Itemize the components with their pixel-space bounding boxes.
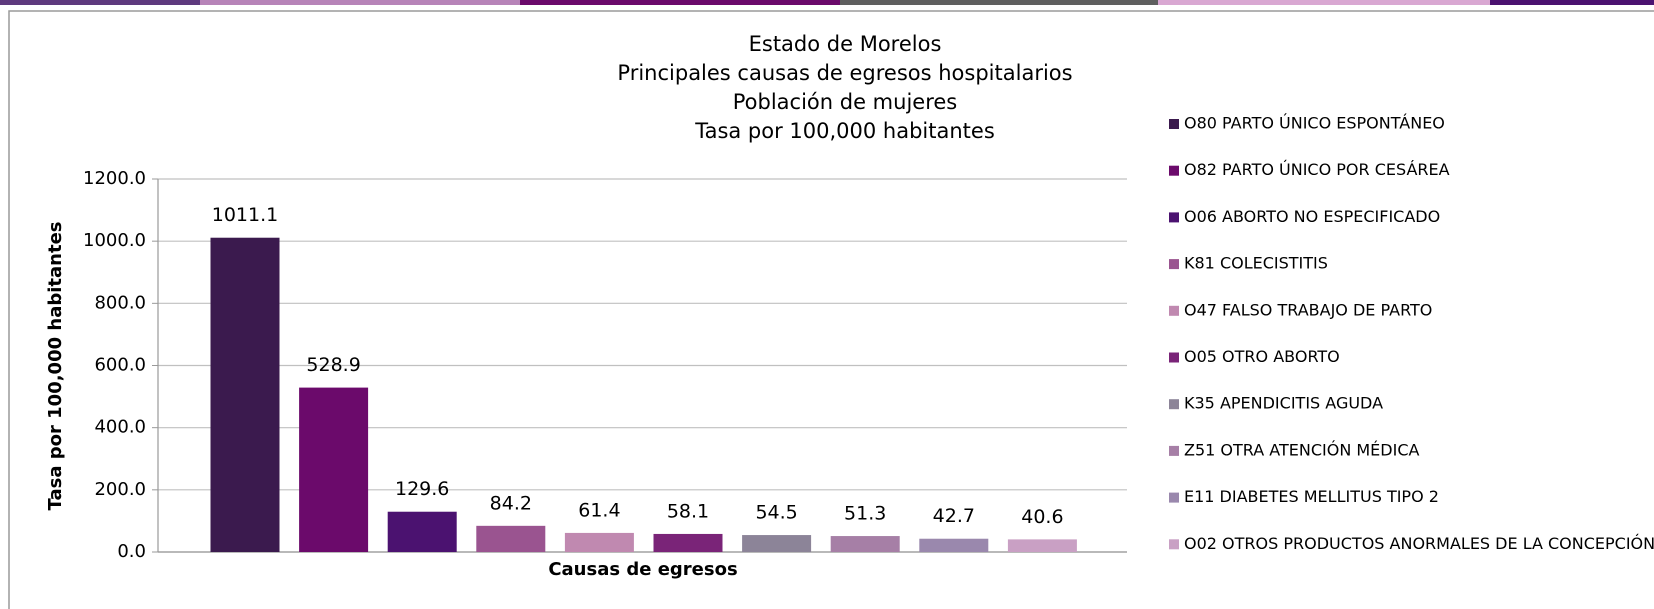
legend-label: O02 OTROS PRODUCTOS ANORMALES DE LA CONC… (1184, 534, 1654, 553)
y-tick-label: 1000.0 (83, 230, 146, 251)
bar (742, 535, 812, 552)
data-label: 129.6 (395, 478, 449, 500)
data-label: 84.2 (490, 492, 532, 514)
legend-swatch (1169, 352, 1179, 363)
legend-label: O80 PARTO ÚNICO ESPONTÁNEO (1184, 114, 1445, 133)
data-label: 54.5 (755, 502, 797, 524)
y-tick-label: 1200.0 (83, 168, 146, 189)
data-label: 1011.1 (212, 204, 278, 226)
legend-swatch (1169, 539, 1179, 550)
bar (299, 387, 369, 552)
bar (387, 511, 457, 552)
bar (919, 538, 989, 552)
y-tick-label: 600.0 (94, 355, 146, 376)
legend-label: O47 FALSO TRABAJO DE PARTO (1184, 300, 1432, 319)
data-label: 61.4 (578, 499, 620, 521)
legend-swatch (1169, 212, 1179, 223)
data-label: 51.3 (844, 503, 886, 525)
chart-title: Población de mujeres (733, 90, 958, 114)
chart-title: Tasa por 100,000 habitantes (694, 119, 995, 143)
x-axis-label: Causas de egresos (548, 559, 737, 580)
bar (564, 532, 634, 552)
legend-swatch (1169, 445, 1179, 456)
legend-label: O06 ABORTO NO ESPECIFICADO (1184, 207, 1440, 226)
legend-label: K81 COLECISTITIS (1184, 254, 1328, 273)
y-axis-label: Tasa por 100,000 habitantes (45, 222, 66, 511)
legend-swatch (1169, 165, 1179, 176)
y-tick-label: 800.0 (94, 292, 146, 313)
legend-label: Z51 OTRA ATENCIÓN MÉDICA (1184, 440, 1419, 459)
legend-swatch (1169, 492, 1179, 503)
legend-swatch (1169, 119, 1179, 129)
bar (830, 536, 900, 552)
legend-swatch (1169, 399, 1179, 410)
top-strip (0, 0, 1654, 5)
legend-swatch (1169, 259, 1179, 270)
bar (1007, 539, 1077, 552)
chart-title: Estado de Morelos (749, 32, 942, 56)
data-label: 40.6 (1021, 506, 1063, 528)
data-label: 528.9 (306, 354, 360, 376)
legend-label: E11 DIABETES MELLITUS TIPO 2 (1184, 487, 1439, 506)
legend-swatch (1169, 305, 1179, 316)
bar (210, 237, 280, 552)
y-tick-label: 400.0 (94, 417, 146, 438)
frame (8, 10, 1654, 609)
bar (653, 533, 723, 552)
data-label: 42.7 (933, 505, 975, 527)
legend-label: O82 PARTO ÚNICO POR CESÁREA (1184, 160, 1450, 179)
data-label: 58.1 (667, 500, 709, 522)
chart-title: Principales causas de egresos hospitalar… (617, 61, 1072, 85)
y-tick-label: 200.0 (94, 479, 146, 500)
y-tick-label: 0.0 (117, 541, 146, 562)
legend-label: K35 APENDICITIS AGUDA (1184, 394, 1383, 413)
legend-label: O05 OTRO ABORTO (1184, 347, 1340, 366)
bar (476, 525, 546, 552)
